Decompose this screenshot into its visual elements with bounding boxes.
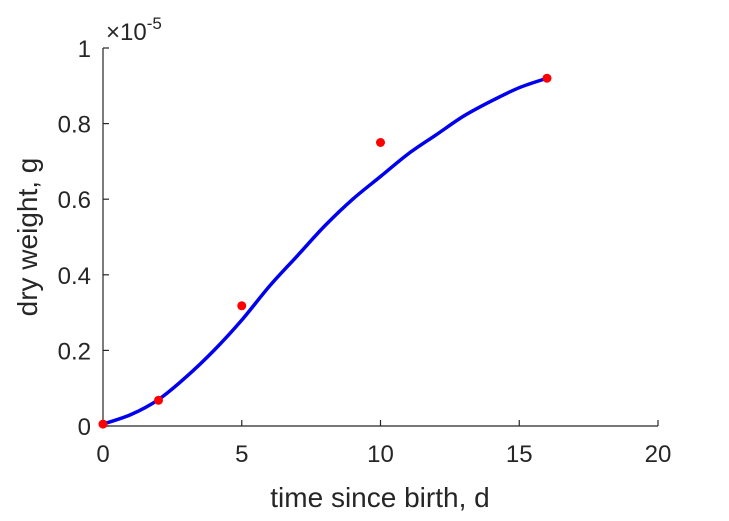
y-tick-label: 0.8	[58, 112, 91, 139]
x-tick-label: 15	[506, 441, 533, 468]
y-axis-label: dry weight, g	[12, 158, 43, 317]
fit-curve-line	[101, 76, 549, 426]
x-tick-label: 0	[96, 441, 109, 468]
axes	[102, 48, 658, 427]
data-point	[98, 419, 108, 429]
y-ticks: 0 0.2 0.4 0.6 0.8 1	[58, 36, 109, 441]
y-tick-label: 0.2	[58, 338, 91, 365]
plot-area	[98, 73, 552, 429]
y-tick-label: 1	[78, 36, 91, 63]
y-exponent-label: ×10-5	[106, 14, 162, 46]
data-point	[154, 395, 163, 405]
data-point	[237, 301, 247, 311]
x-axis-label: time since birth, d	[270, 482, 489, 513]
y-tick-label: 0.6	[58, 187, 91, 214]
x-ticks: 0 5 10 15 20	[96, 420, 671, 468]
data-point	[542, 73, 552, 83]
x-tick-label: 10	[367, 441, 394, 468]
y-exponent-power: -5	[147, 14, 162, 33]
y-tick-label: 0.4	[58, 263, 91, 290]
y-tick-label: 0	[78, 414, 91, 441]
x-tick-label: 20	[645, 441, 672, 468]
x-tick-label: 5	[235, 441, 248, 468]
data-point	[376, 138, 385, 147]
